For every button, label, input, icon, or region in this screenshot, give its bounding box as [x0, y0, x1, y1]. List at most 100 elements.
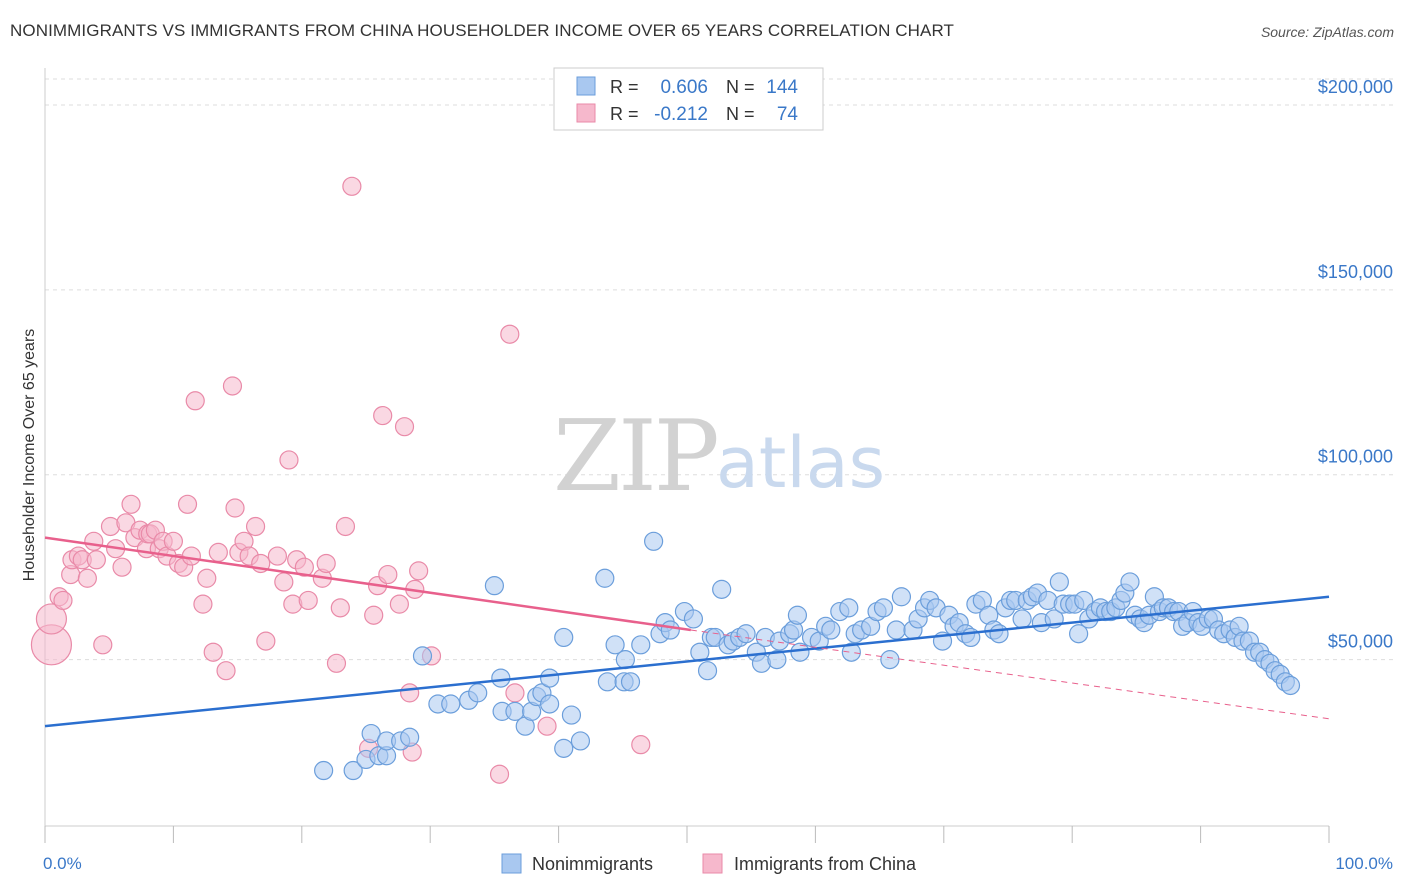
nonimmigrants-point [631, 635, 651, 655]
nonimmigrants-point [620, 672, 641, 692]
immigrants-china-point [342, 176, 362, 196]
immigrants-china-point [373, 405, 393, 426]
immigrants-china-point [35, 603, 68, 635]
nonimmigrants-point [712, 579, 732, 599]
nonimmigrants-point [767, 650, 787, 670]
immigrants-china-point [274, 572, 294, 592]
legend-n-label: N = [726, 104, 755, 124]
legend-swatch-immigrants-china [576, 103, 596, 123]
nonimmigrants-point [595, 568, 615, 588]
nonimmigrants-point [873, 598, 894, 618]
nonimmigrants-point [790, 642, 810, 662]
immigrants-china-point [86, 550, 106, 570]
immigrants-china-point [112, 557, 132, 577]
nonimmigrants-point [1012, 609, 1032, 629]
nonimmigrants-point [644, 531, 664, 551]
legend-swatch-nonimmigrants [501, 853, 522, 874]
immigrants-china-point [225, 498, 245, 518]
immigrants-china-point [77, 568, 97, 588]
nonimmigrants-point [554, 738, 574, 758]
y-tick-label: $100,000 [1318, 447, 1393, 467]
immigrants-china-point [208, 542, 228, 562]
x-tick-label: 0.0% [43, 854, 82, 873]
legend-n-label: N = [726, 77, 755, 97]
immigrants-china-point [316, 553, 336, 574]
immigrants-china-point [93, 635, 113, 655]
immigrants-china-point [185, 391, 205, 411]
nonimmigrants-point [412, 646, 433, 666]
source-label: Source: ZipAtlas.com [1260, 24, 1394, 40]
tick-labels: $50,000 $100,000 $150,000 $200,000 0.0% 100.0… [43, 77, 1393, 873]
nonimmigrants-point [540, 694, 560, 714]
watermark-atlas: atlas [716, 422, 885, 504]
immigrants-china-point [181, 546, 201, 566]
immigrants-china-point [203, 642, 223, 662]
nonimmigrants-point [1120, 572, 1140, 592]
trend-lines [44, 536, 1330, 728]
immigrants-china-point [389, 594, 409, 614]
nonimmigrants-point [314, 760, 334, 781]
immigrants-china-point [378, 564, 398, 585]
immigrants-china-point [222, 376, 243, 396]
immigrants-china-point [256, 631, 276, 651]
immigrants-china-point [294, 557, 314, 577]
nonimmigrants-point [554, 627, 574, 648]
nonimmigrants-point [491, 668, 511, 688]
nonimmigrants-point [736, 624, 756, 644]
immigrants-china-point [400, 683, 420, 703]
nonimmigrants-point [787, 605, 808, 625]
immigrants-china-point [163, 531, 183, 551]
y-tick-label: $200,000 [1318, 77, 1393, 97]
immigrants-china-point [409, 561, 429, 581]
immigrants-china-point [298, 590, 318, 611]
legend-swatch-immigrants-china [702, 853, 723, 874]
legend-swatch-nonimmigrants [576, 76, 596, 96]
nonimmigrants-point [441, 694, 461, 714]
nonimmigrants-point [880, 650, 900, 670]
immigrants-china-point [267, 546, 288, 566]
immigrants-china-point [364, 605, 384, 625]
legend-stats-box [553, 67, 824, 131]
legend-stats: R = 0.606 N = 144 R = -0.212 N = 74 [553, 67, 824, 131]
immigrants-china-point [489, 764, 510, 784]
nonimmigrants-point [660, 620, 680, 640]
immigrants-china-point [177, 494, 198, 514]
immigrants-china-point [326, 653, 347, 673]
nonimmigrants-point [989, 624, 1009, 644]
axes [44, 68, 1330, 843]
nonimmigrants-point [400, 727, 420, 747]
nonimmigrants-points [314, 531, 1301, 781]
nonimmigrants-point [891, 587, 912, 607]
nonimmigrants-point [683, 609, 704, 629]
legend-n-value: 144 [766, 77, 798, 98]
immigrants-china-point [193, 594, 213, 614]
watermark-zip: ZIP [553, 400, 717, 514]
immigrants-china-point [53, 590, 73, 611]
nonimmigrants-point [361, 723, 381, 744]
y-tick-label: $150,000 [1318, 262, 1393, 282]
immigrants-china-point [505, 683, 525, 703]
immigrants-china-trend-extension [690, 629, 1330, 720]
immigrants-china-point [121, 494, 141, 514]
nonimmigrants-point [821, 620, 841, 640]
immigrants-china-point [216, 661, 236, 681]
legend-r-value: -0.212 [654, 104, 708, 125]
nonimmigrants-point [697, 661, 718, 681]
x-tick-label: 100.0% [1335, 854, 1393, 873]
immigrants-china-point [335, 516, 356, 537]
legend-r-label: R = [610, 104, 639, 124]
nonimmigrants-point [886, 620, 906, 640]
legend-label-immigrants-china: Immigrants from China [734, 854, 917, 874]
immigrants-china-point [279, 450, 299, 470]
immigrants-china-point [394, 417, 415, 437]
legend-series: Nonimmigrants Immigrants from China [501, 853, 917, 874]
nonimmigrants-point [1280, 675, 1301, 696]
chart-title: NONIMMIGRANTS VS IMMIGRANTS FROM CHINA H… [10, 21, 955, 40]
immigrants-china-point [84, 531, 104, 551]
nonimmigrants-point [597, 672, 617, 692]
legend-n-value: 74 [777, 104, 799, 125]
nonimmigrants-point [484, 576, 504, 596]
immigrants-china-point [500, 324, 520, 344]
immigrants-china-point [245, 516, 266, 537]
